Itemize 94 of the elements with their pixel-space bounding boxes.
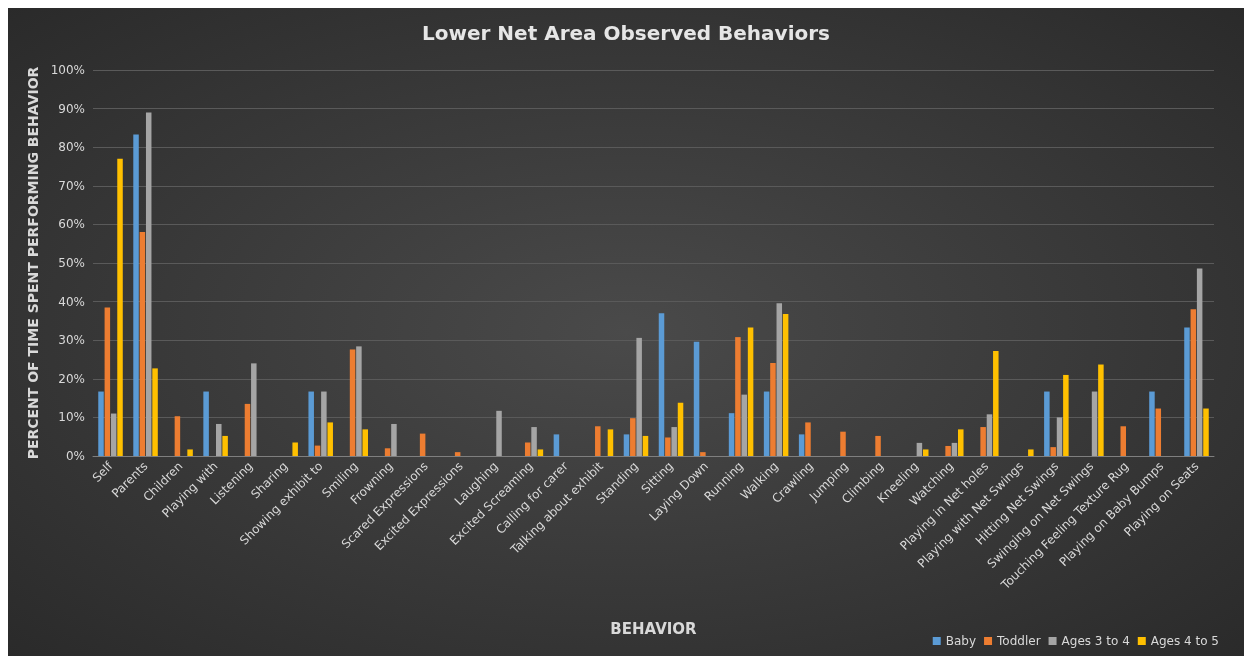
bar xyxy=(98,391,104,456)
bar xyxy=(1028,449,1034,456)
bar xyxy=(251,363,257,456)
y-tick-label: 40% xyxy=(58,294,85,309)
bar xyxy=(496,410,502,456)
bar xyxy=(1149,391,1155,456)
y-tick-label: 30% xyxy=(58,333,85,348)
legend-label: Ages 3 to 4 xyxy=(1061,634,1130,648)
bar xyxy=(133,134,139,456)
bar xyxy=(986,414,993,456)
bar xyxy=(658,313,665,456)
y-tick-label: 90% xyxy=(58,101,85,116)
bar xyxy=(607,429,614,456)
bar xyxy=(951,442,958,456)
bar xyxy=(700,452,706,456)
bar xyxy=(362,429,368,456)
bar xyxy=(152,368,158,456)
bar xyxy=(916,442,923,456)
bar xyxy=(665,437,671,456)
bar xyxy=(216,423,222,456)
bar xyxy=(1044,391,1050,456)
y-tick-label: 60% xyxy=(58,217,85,232)
bar xyxy=(958,429,964,456)
bar xyxy=(391,423,397,456)
bar xyxy=(693,341,700,456)
bar xyxy=(524,442,531,456)
bar xyxy=(1091,391,1098,456)
bar xyxy=(145,112,152,456)
bar xyxy=(677,402,684,456)
y-tick-label: 70% xyxy=(58,178,85,193)
bar xyxy=(1203,408,1209,456)
bar xyxy=(308,391,314,456)
bar xyxy=(537,449,544,456)
legend-label: Baby xyxy=(945,634,977,648)
y-tick-label: 100% xyxy=(50,63,85,77)
y-tick-label: 80% xyxy=(58,140,85,155)
bar xyxy=(728,413,735,456)
bar xyxy=(384,448,391,456)
x-axis-title: BEHAVIOR xyxy=(610,619,698,638)
y-tick-label: 50% xyxy=(58,256,85,270)
bar xyxy=(174,416,181,456)
bar xyxy=(782,313,789,456)
bar xyxy=(1120,426,1127,456)
bar xyxy=(636,337,642,456)
bar xyxy=(454,452,461,456)
bar xyxy=(623,434,630,456)
bar xyxy=(139,232,146,456)
bar xyxy=(356,346,362,456)
chart-title: Lower Net Area Observed Behaviors xyxy=(421,21,831,45)
bar xyxy=(1063,374,1069,456)
bar xyxy=(553,434,560,456)
bar xyxy=(110,413,117,456)
y-tick-label: 10% xyxy=(58,410,85,425)
bar xyxy=(770,362,776,456)
bar xyxy=(595,426,601,456)
bar xyxy=(203,391,209,456)
bar xyxy=(642,435,649,456)
legend-label: Toddler xyxy=(996,634,1041,648)
bar xyxy=(349,349,356,456)
bar xyxy=(747,327,754,456)
bar xyxy=(1098,364,1104,456)
bar xyxy=(805,422,811,456)
bar xyxy=(1184,327,1190,456)
bar xyxy=(630,418,636,456)
bar xyxy=(327,422,333,456)
y-tick-label: 20% xyxy=(58,371,85,386)
bar xyxy=(531,427,537,456)
bar xyxy=(117,158,123,456)
bar xyxy=(875,435,881,456)
bar xyxy=(321,391,327,456)
bar xyxy=(945,445,951,456)
bar xyxy=(840,431,846,456)
legend-label: Ages 4 to 5 xyxy=(1150,634,1220,648)
bar xyxy=(671,427,677,456)
bar xyxy=(187,449,193,456)
y-tick-label: 0% xyxy=(65,449,85,463)
bar xyxy=(922,449,929,456)
bar xyxy=(104,307,111,456)
bar xyxy=(798,434,805,456)
bar xyxy=(776,303,783,456)
bar xyxy=(292,442,298,456)
bar xyxy=(741,394,747,456)
bar xyxy=(1056,417,1063,456)
bar xyxy=(735,337,741,456)
y-axis-title: PERCENT OF TIME SPENT PERFORMING BEHAVIOR xyxy=(24,66,41,460)
bar xyxy=(1190,309,1197,456)
bar xyxy=(1196,268,1203,456)
bar xyxy=(1050,447,1056,456)
bar xyxy=(980,427,986,456)
bar xyxy=(763,391,770,456)
bar xyxy=(1155,408,1162,456)
bar xyxy=(244,403,251,456)
bar xyxy=(993,351,999,456)
bar xyxy=(222,435,228,456)
